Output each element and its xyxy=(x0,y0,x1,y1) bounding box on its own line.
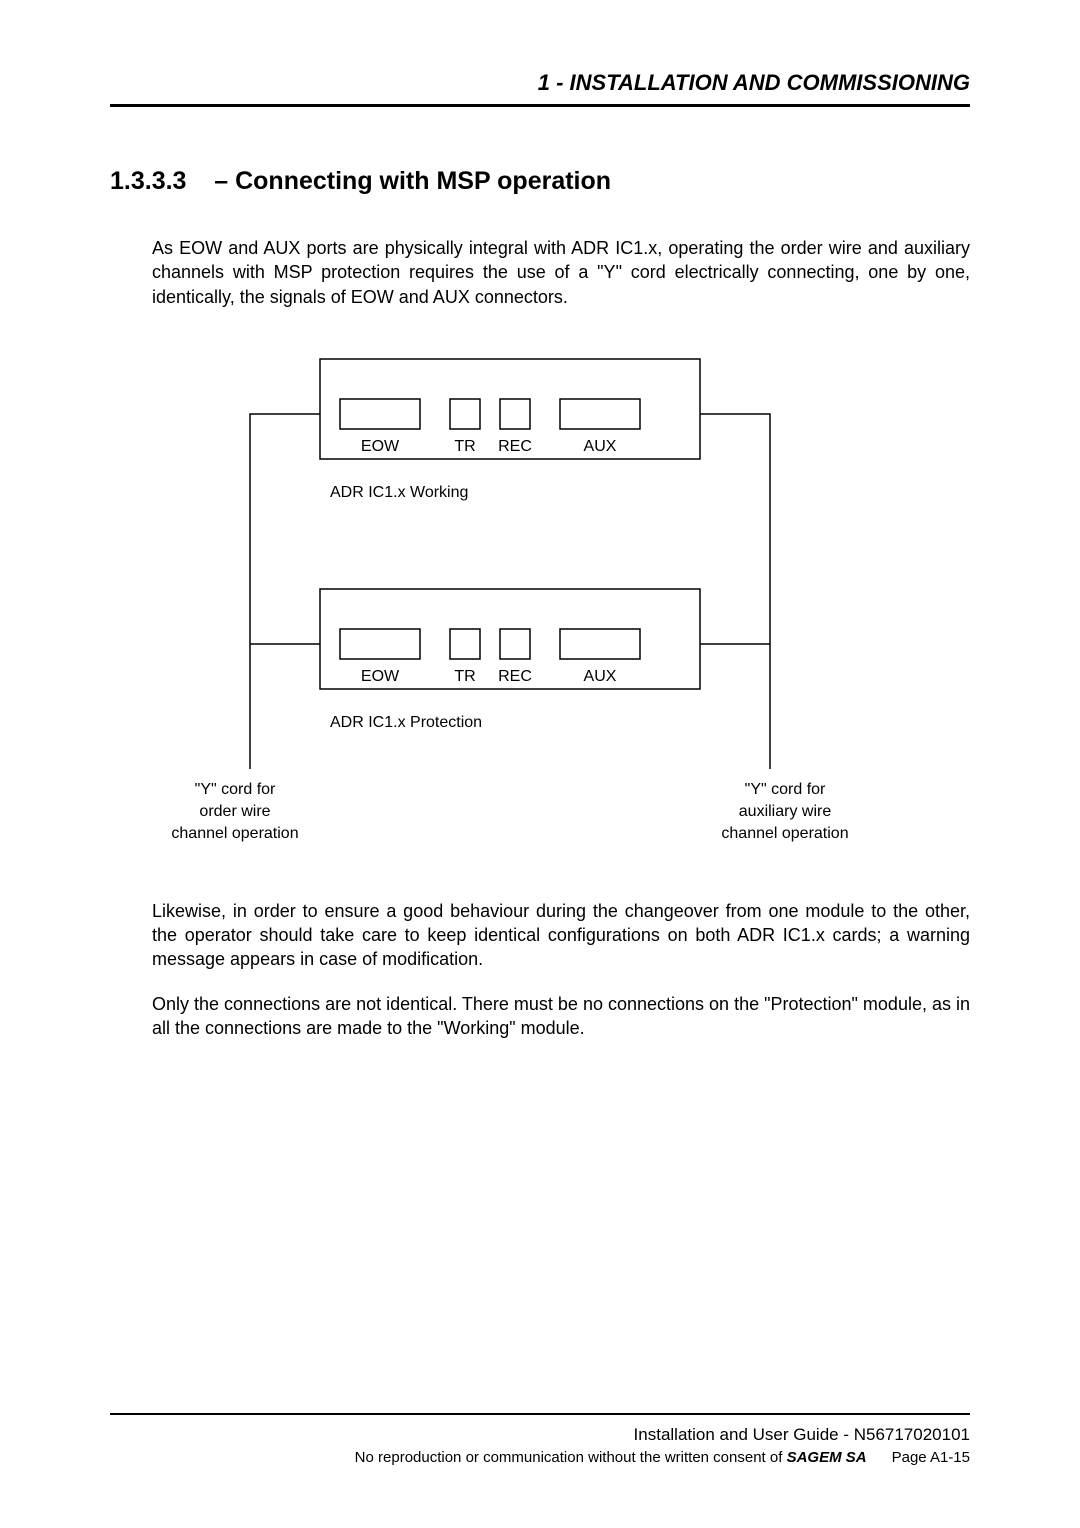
ycord-right-l2: auxiliary wire xyxy=(739,803,832,820)
page-header: 1 - INSTALLATION AND COMMISSIONING xyxy=(110,70,970,107)
working-eow-port xyxy=(340,399,420,429)
protection-aux-port xyxy=(560,629,640,659)
footer-brand: SAGEM SA xyxy=(787,1449,867,1466)
protection-tr-port xyxy=(450,629,480,659)
footer-consent-line: No reproduction or communication without… xyxy=(110,1447,970,1468)
msp-diagram: EOW TR REC AUX ADR IC1.x Working EOW TR … xyxy=(140,339,940,859)
header-title: 1 - INSTALLATION AND COMMISSIONING xyxy=(538,70,970,95)
ycord-right-l3: channel operation xyxy=(721,825,848,842)
protection-eow-label: EOW xyxy=(361,668,400,685)
working-eow-label: EOW xyxy=(361,438,400,455)
ycord-left-l2: order wire xyxy=(199,803,270,820)
right-y-cord-bridge xyxy=(700,414,770,644)
section-number: 1.3.3.3 xyxy=(110,167,186,195)
protection-rec-label: REC xyxy=(498,668,532,685)
section-heading: 1.3.3.3 – Connecting with MSP operation xyxy=(110,167,970,196)
footer-page: Page A1-15 xyxy=(892,1449,970,1466)
footer-guide: Installation and User Guide - N567170201… xyxy=(110,1423,970,1447)
working-rec-port xyxy=(500,399,530,429)
paragraph-likewise: Likewise, in order to ensure a good beha… xyxy=(152,899,970,972)
protection-eow-port xyxy=(340,629,420,659)
section-title: Connecting with MSP operation xyxy=(235,167,611,195)
ycord-right-l1: "Y" cord for xyxy=(745,781,826,798)
protection-tr-label: TR xyxy=(454,668,475,685)
working-aux-label: AUX xyxy=(584,438,617,455)
working-module-label: ADR IC1.x Working xyxy=(330,484,468,501)
working-rec-label: REC xyxy=(498,438,532,455)
left-y-cord-bridge xyxy=(250,414,320,644)
protection-rec-port xyxy=(500,629,530,659)
working-aux-port xyxy=(560,399,640,429)
paragraph-intro: As EOW and AUX ports are physically inte… xyxy=(152,236,970,309)
paragraph-only: Only the connections are not identical. … xyxy=(152,992,970,1041)
protection-module-label: ADR IC1.x Protection xyxy=(330,714,482,731)
page-footer: Installation and User Guide - N567170201… xyxy=(110,1413,970,1468)
working-tr-label: TR xyxy=(454,438,475,455)
ycord-left-l3: channel operation xyxy=(171,825,298,842)
protection-aux-label: AUX xyxy=(584,668,617,685)
section-dash: – xyxy=(214,167,228,195)
ycord-left-l1: "Y" cord for xyxy=(195,781,276,798)
working-tr-port xyxy=(450,399,480,429)
msp-diagram-svg: EOW TR REC AUX ADR IC1.x Working EOW TR … xyxy=(140,339,940,859)
footer-consent-prefix: No reproduction or communication without… xyxy=(355,1449,787,1466)
page: 1 - INSTALLATION AND COMMISSIONING 1.3.3… xyxy=(0,0,1080,1528)
